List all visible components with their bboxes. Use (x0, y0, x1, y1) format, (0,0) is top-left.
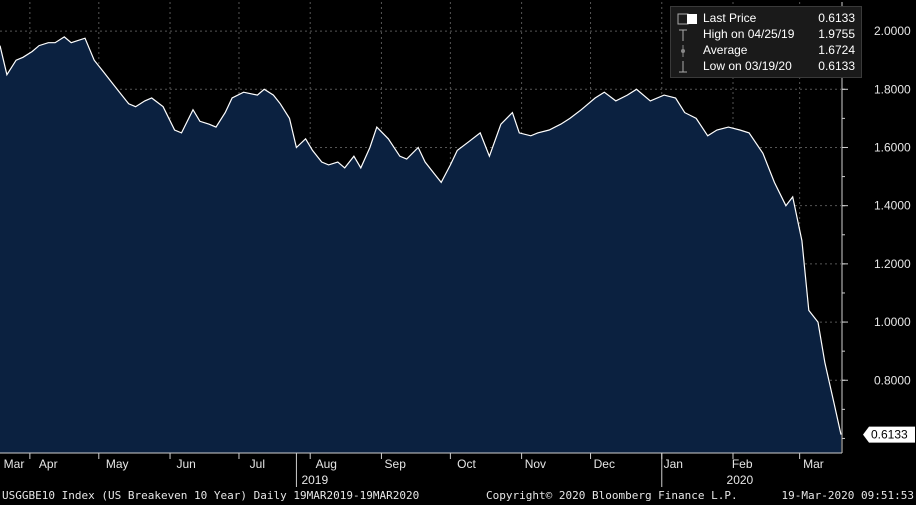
x-tick-label: Sep (385, 457, 407, 471)
legend-label: Low on 03/19/20 (703, 59, 792, 73)
last-value-marker: 0.6133 (863, 426, 915, 443)
x-tick-label: Apr (39, 457, 58, 471)
y-tick-label: 1.0000 (874, 315, 911, 329)
year-label: 2019 (301, 473, 328, 487)
x-tick-label: Oct (457, 457, 476, 471)
y-tick-label: 2.0000 (874, 24, 911, 38)
legend-item-last-price: Last Price 0.6133 (671, 11, 861, 27)
x-axis: Mar Apr May Jun Jul Aug Sep Oct Nov Dec Jan Feb Mar 2… (0, 452, 842, 487)
footer-index-info: USGGBE10 Index (US Breakeven 10 Year) Da… (2, 489, 420, 502)
x-tick-label: Mar (4, 457, 25, 471)
y-tick-label: 1.4000 (874, 199, 911, 213)
legend-item-average: Average 1.6724 (671, 43, 861, 59)
y-tick-label: 1.2000 (874, 257, 911, 271)
legend-item-high: High on 04/25/19 1.9755 (671, 27, 861, 43)
legend-value: 0.6133 (818, 11, 855, 25)
x-tick-label: Aug (316, 457, 337, 471)
last-value-label: 0.6133 (871, 428, 908, 442)
series-line-last-price (0, 36, 842, 435)
year-label: 2020 (727, 473, 754, 487)
high-marker-icon (677, 28, 689, 42)
x-tick-label: Jan (664, 457, 683, 471)
average-marker-icon (677, 44, 689, 58)
x-tick-label: Jun (176, 457, 195, 471)
legend-white-square-icon (687, 14, 697, 24)
legend-label: Last Price (703, 11, 757, 25)
footer-copyright: Copyright© 2020 Bloomberg Finance L.P. (486, 489, 738, 502)
y-tick-label: 1.8000 (874, 82, 911, 96)
legend-label: High on 04/25/19 (703, 27, 795, 41)
legend-value: 1.6724 (818, 43, 855, 57)
legend: Last Price 0.6133 High on 04/25/19 1.975… (670, 6, 862, 78)
x-tick-label: Feb (732, 457, 753, 471)
legend-value: 0.6133 (818, 59, 855, 73)
footer-timestamp: 19-Mar-2020 09:51:53 (781, 489, 914, 502)
footer-bar: USGGBE10 Index (US Breakeven 10 Year) Da… (0, 487, 916, 505)
x-tick-label: Dec (594, 457, 615, 471)
x-tick-label: May (106, 457, 129, 471)
price-chart: 2.0000 1.8000 1.6000 1.4000 1.2000 1.0000 0.80… (0, 2, 915, 487)
low-marker-icon (677, 60, 689, 74)
x-tick-label: Mar (803, 457, 824, 471)
x-tick-label: Nov (525, 457, 546, 471)
y-tick-label: 1.6000 (874, 140, 911, 154)
y-tick-label: 0.8000 (874, 373, 911, 387)
legend-item-low: Low on 03/19/20 0.6133 (671, 59, 861, 75)
area-fill (0, 36, 841, 454)
x-tick-label: Jul (250, 457, 265, 471)
legend-label: Average (703, 43, 748, 57)
legend-value: 1.9755 (818, 27, 855, 41)
